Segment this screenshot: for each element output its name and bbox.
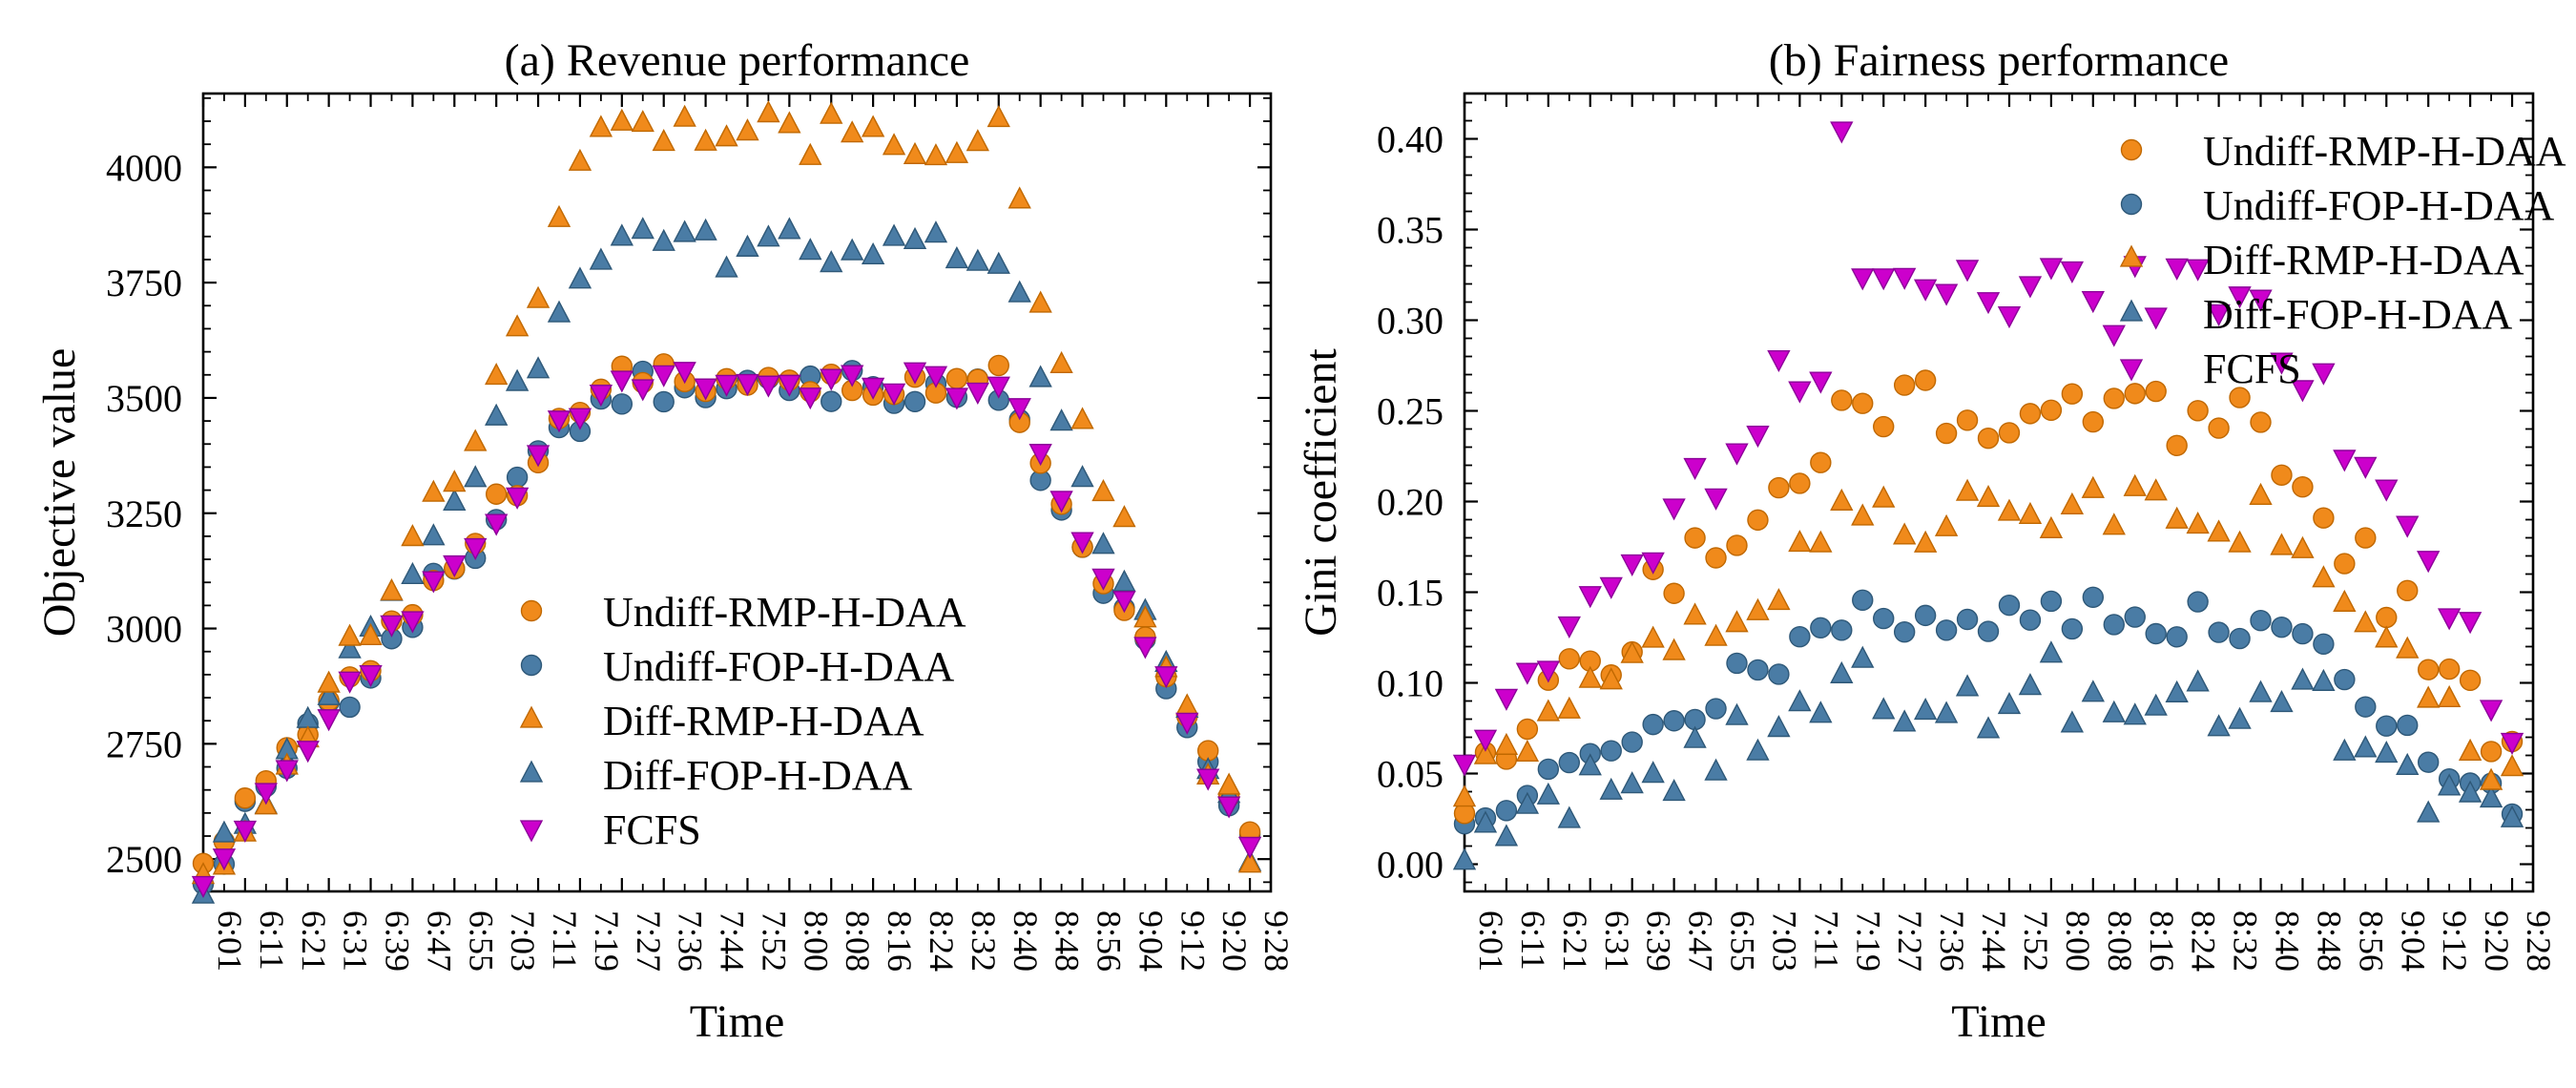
svg-text:8:56: 8:56 [2352, 910, 2390, 972]
svg-text:Undiff-FOP-H-DAA: Undiff-FOP-H-DAA [2203, 182, 2555, 229]
svg-text:Objective value: Objective value [34, 348, 85, 638]
svg-text:7:36: 7:36 [1933, 910, 1971, 972]
svg-text:3000: 3000 [106, 608, 182, 651]
svg-text:7:27: 7:27 [630, 910, 668, 972]
svg-text:Time: Time [690, 996, 785, 1047]
svg-text:2500: 2500 [106, 838, 182, 881]
svg-text:0.20: 0.20 [1377, 481, 1444, 524]
svg-text:8:48: 8:48 [2310, 910, 2348, 972]
svg-text:7:03: 7:03 [1765, 910, 1803, 972]
svg-text:7:03: 7:03 [504, 910, 542, 972]
svg-text:6:47: 6:47 [420, 910, 458, 972]
svg-text:Undiff-RMP-H-DAA: Undiff-RMP-H-DAA [2203, 128, 2566, 175]
svg-text:7:52: 7:52 [755, 910, 793, 972]
svg-text:6:01: 6:01 [211, 910, 249, 972]
svg-text:3750: 3750 [106, 262, 182, 304]
svg-text:6:47: 6:47 [1682, 910, 1720, 972]
svg-text:8:16: 8:16 [881, 910, 919, 972]
svg-text:9:04: 9:04 [1132, 910, 1170, 972]
svg-text:3500: 3500 [106, 377, 182, 420]
svg-text:7:19: 7:19 [1849, 910, 1887, 972]
svg-text:8:40: 8:40 [1007, 910, 1045, 972]
svg-text:8:24: 8:24 [923, 910, 961, 972]
svg-text:7:44: 7:44 [714, 910, 752, 972]
svg-text:0.05: 0.05 [1377, 753, 1444, 796]
svg-text:8:24: 8:24 [2185, 910, 2223, 972]
svg-text:8:56: 8:56 [1091, 910, 1129, 972]
svg-text:6:01: 6:01 [1472, 910, 1510, 972]
svg-text:6:39: 6:39 [1640, 910, 1678, 972]
svg-text:8:40: 8:40 [2269, 910, 2307, 972]
svg-text:7:44: 7:44 [1975, 910, 2013, 972]
svg-text:7:11: 7:11 [1807, 910, 1845, 971]
svg-text:Diff-FOP-H-DAA: Diff-FOP-H-DAA [603, 752, 913, 799]
svg-text:7:19: 7:19 [588, 910, 626, 972]
svg-text:(a) Revenue performance: (a) Revenue performance [505, 35, 970, 86]
svg-text:8:48: 8:48 [1049, 910, 1087, 972]
svg-text:7:27: 7:27 [1891, 910, 1929, 972]
svg-text:8:08: 8:08 [839, 910, 877, 972]
svg-text:6:55: 6:55 [1724, 910, 1762, 972]
svg-text:(b) Fairness performance: (b) Fairness performance [1769, 35, 2229, 86]
svg-text:8:08: 8:08 [2101, 910, 2139, 972]
svg-text:8:00: 8:00 [797, 910, 835, 972]
svg-text:6:11: 6:11 [253, 910, 291, 971]
svg-text:7:11: 7:11 [546, 910, 584, 971]
svg-text:FCFS: FCFS [2203, 345, 2301, 392]
svg-text:0.30: 0.30 [1377, 300, 1444, 343]
svg-text:6:31: 6:31 [337, 910, 375, 972]
svg-text:6:39: 6:39 [379, 910, 417, 972]
svg-text:7:52: 7:52 [2017, 910, 2055, 972]
svg-text:9:12: 9:12 [2436, 910, 2474, 972]
svg-text:6:31: 6:31 [1598, 910, 1636, 972]
svg-text:0.40: 0.40 [1377, 118, 1444, 161]
svg-text:9:12: 9:12 [1174, 910, 1212, 972]
svg-text:3250: 3250 [106, 492, 182, 535]
svg-text:8:16: 8:16 [2143, 910, 2181, 972]
svg-text:6:21: 6:21 [1556, 910, 1594, 972]
svg-text:9:04: 9:04 [2394, 910, 2432, 972]
svg-text:9:20: 9:20 [2478, 910, 2516, 972]
svg-text:Diff-RMP-H-DAA: Diff-RMP-H-DAA [2203, 237, 2524, 283]
svg-text:7:36: 7:36 [672, 910, 710, 972]
svg-text:0.00: 0.00 [1377, 844, 1444, 887]
svg-text:9:20: 9:20 [1215, 910, 1254, 972]
svg-text:6:55: 6:55 [462, 910, 500, 972]
svg-text:0.35: 0.35 [1377, 209, 1444, 252]
svg-text:8:32: 8:32 [965, 910, 1003, 972]
svg-text:9:28: 9:28 [2520, 910, 2558, 972]
svg-text:Diff-FOP-H-DAA: Diff-FOP-H-DAA [2203, 291, 2513, 338]
svg-text:0.25: 0.25 [1377, 390, 1444, 433]
svg-text:Time: Time [1951, 996, 2046, 1047]
svg-text:6:21: 6:21 [295, 910, 333, 972]
svg-text:9:28: 9:28 [1257, 910, 1296, 972]
svg-text:4000: 4000 [106, 146, 182, 189]
svg-text:FCFS: FCFS [603, 806, 701, 853]
svg-text:Diff-RMP-H-DAA: Diff-RMP-H-DAA [603, 698, 924, 744]
svg-text:Gini coefficient: Gini coefficient [1296, 348, 1346, 637]
svg-text:Undiff-FOP-H-DAA: Undiff-FOP-H-DAA [603, 643, 955, 690]
svg-text:8:32: 8:32 [2227, 910, 2265, 972]
svg-text:Undiff-RMP-H-DAA: Undiff-RMP-H-DAA [603, 589, 966, 636]
svg-text:8:00: 8:00 [2059, 910, 2097, 972]
svg-text:2750: 2750 [106, 722, 182, 765]
svg-text:0.10: 0.10 [1377, 662, 1444, 705]
svg-text:6:11: 6:11 [1514, 910, 1552, 971]
svg-text:0.15: 0.15 [1377, 572, 1444, 615]
